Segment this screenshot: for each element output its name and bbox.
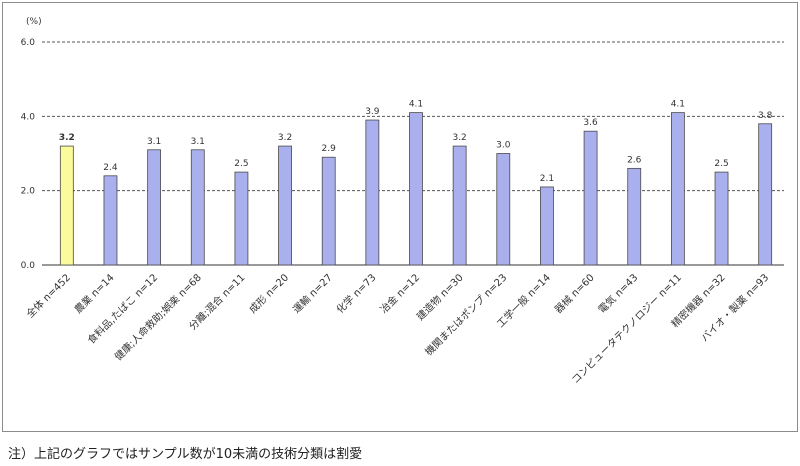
bar <box>365 119 380 266</box>
bar <box>758 123 773 266</box>
x-tick-label: 全体 n=452 <box>23 271 72 320</box>
bar <box>452 145 467 266</box>
x-tick-label: 成形 n=20 <box>247 272 291 316</box>
y-tick-label: 6.0 <box>21 38 36 48</box>
data-label: 3.0 <box>496 141 511 151</box>
bar <box>409 112 423 266</box>
data-label: 2.9 <box>322 144 337 154</box>
data-label: 4.1 <box>671 100 685 110</box>
x-tick-label: 機関またはポンプ n=23 <box>422 271 509 358</box>
bar <box>714 171 729 266</box>
data-label: 2.5 <box>714 159 728 169</box>
bar <box>190 149 205 266</box>
bar <box>234 171 249 266</box>
x-tick-label: 農業 n=14 <box>72 271 117 316</box>
x-tick-label: 食料品,たばこ n=12 <box>85 271 161 347</box>
data-label: 4.1 <box>409 100 423 110</box>
data-label: 3.6 <box>583 118 598 128</box>
bar <box>670 112 685 266</box>
bar <box>583 130 598 266</box>
x-tick-label: 化学 n=73 <box>333 271 378 316</box>
bar <box>278 145 292 266</box>
data-label: 3.2 <box>278 133 292 143</box>
data-label: 3.8 <box>758 111 773 121</box>
x-tick-label: 電気 n=43 <box>595 271 640 316</box>
x-tick-label: 冶金 n=12 <box>377 271 422 316</box>
bar <box>147 149 162 266</box>
data-label: 2.4 <box>103 163 118 173</box>
data-label: 2.6 <box>627 155 642 165</box>
bar <box>103 175 118 266</box>
data-label: 3.2 <box>452 133 466 143</box>
bar <box>321 156 336 266</box>
data-label: 3.1 <box>147 137 161 147</box>
bar <box>627 167 642 266</box>
y-tick-label: 0.0 <box>21 261 36 271</box>
bar-highlight <box>59 145 74 266</box>
bars <box>59 112 773 266</box>
chart-frame <box>2 2 798 432</box>
data-label: 2.5 <box>234 159 248 169</box>
bar <box>540 186 554 266</box>
y-tick-label: 4.0 <box>21 112 36 122</box>
bar <box>496 153 511 266</box>
x-tick-label: 健康;人命救助;娯楽 n=68 <box>112 271 204 363</box>
data-label: 3.1 <box>191 137 205 147</box>
y-tick-label: 2.0 <box>21 187 36 197</box>
data-label: 2.1 <box>540 174 554 184</box>
data-label: 3.9 <box>365 107 380 117</box>
x-tick-label: 器械 n=60 <box>552 271 597 316</box>
data-label: 3.2 <box>59 133 75 143</box>
bar-chart: (%) 0.02.04.06.0 3.22.43.1 3.12.53.22.93.… <box>21 17 784 386</box>
data-labels: 3.2 2.4 3.1 3.1 2.5 3.2 2.9 3.9 4.1 3.2 3.0 2.1 3.6 2… <box>59 100 773 184</box>
y-axis-ticks: 0.0 2.0 4.0 6.0 <box>21 38 36 271</box>
x-tick-label: 運輸 n=27 <box>290 271 335 316</box>
footnote: 注）上記のグラフではサンプル数が10未満の技術分類は割愛 <box>8 447 363 462</box>
y-unit-label: (%) <box>26 17 42 27</box>
